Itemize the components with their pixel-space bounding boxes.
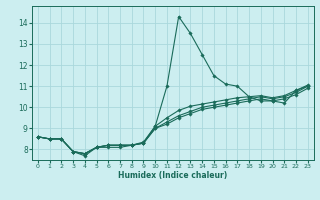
X-axis label: Humidex (Indice chaleur): Humidex (Indice chaleur) <box>118 171 228 180</box>
